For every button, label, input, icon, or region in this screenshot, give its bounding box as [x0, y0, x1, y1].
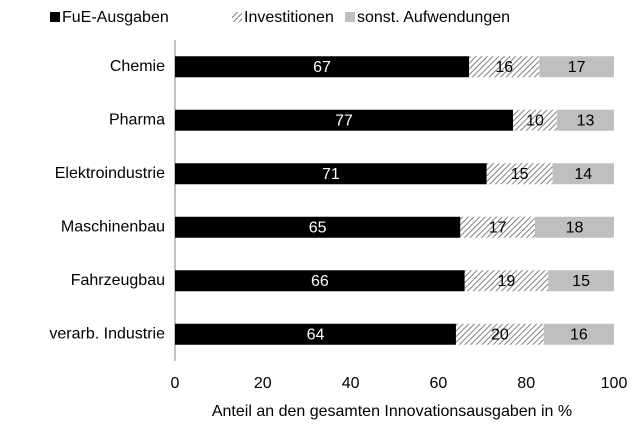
y-tick-label: Maschinenbau — [61, 218, 165, 235]
y-tick-label: Chemie — [110, 58, 165, 75]
data-label: 19 — [498, 273, 516, 290]
y-tick-label: Fahrzeugbau — [71, 272, 165, 289]
y-tick-label: verarb. Industrie — [49, 325, 165, 342]
legend-swatch — [50, 12, 60, 22]
legend-label: Investitionen — [244, 9, 334, 26]
bar-segment — [513, 109, 557, 131]
data-label: 20 — [491, 326, 509, 343]
bar-segment — [175, 56, 470, 78]
data-label: 16 — [495, 59, 513, 76]
data-label: 10 — [526, 112, 544, 129]
bar-segment — [175, 216, 461, 238]
data-label: 17 — [489, 219, 507, 236]
bar-segment — [175, 270, 465, 292]
y-tick-label: Elektroindustrie — [55, 165, 165, 182]
y-tick-label: Pharma — [109, 111, 165, 128]
data-label: 66 — [311, 273, 329, 290]
x-tick-label: 80 — [517, 375, 535, 392]
x-axis-label: Anteil an den gesamten Innovationsausgab… — [212, 403, 572, 420]
data-label: 14 — [574, 166, 592, 183]
bar-segment — [548, 270, 614, 292]
bar-segment — [556, 109, 614, 131]
legend-label: FuE-Ausgaben — [62, 9, 169, 26]
data-label: 77 — [335, 112, 353, 129]
data-label: 67 — [313, 59, 331, 76]
x-tick-label: 40 — [342, 375, 360, 392]
legend-swatch — [232, 12, 242, 22]
bar-segment — [175, 323, 456, 345]
data-label: 71 — [322, 166, 340, 183]
bar-segment — [534, 216, 614, 238]
legend-swatch — [345, 12, 355, 22]
data-label: 16 — [570, 326, 588, 343]
bar-segment — [552, 163, 614, 185]
x-tick-label: 60 — [430, 375, 448, 392]
x-tick-label: 0 — [171, 375, 180, 392]
bar-segment — [175, 163, 487, 185]
bar-segment — [469, 56, 540, 78]
data-label: 13 — [577, 112, 595, 129]
bar-segment — [175, 109, 514, 131]
bar-segment — [464, 270, 549, 292]
bar-segment — [455, 323, 544, 345]
data-label: 15 — [572, 273, 590, 290]
x-tick-label: 20 — [254, 375, 272, 392]
data-label: 17 — [568, 59, 586, 76]
bar-segment — [460, 216, 535, 238]
bar-segment — [543, 323, 614, 345]
x-tick-label: 100 — [601, 375, 628, 392]
data-label: 15 — [511, 166, 529, 183]
data-label: 18 — [566, 219, 584, 236]
bar-segment — [486, 163, 553, 185]
legend-label: sonst. Aufwendungen — [357, 9, 510, 26]
data-label: 65 — [309, 219, 327, 236]
data-label: 64 — [307, 326, 325, 343]
bar-segment — [539, 56, 614, 78]
